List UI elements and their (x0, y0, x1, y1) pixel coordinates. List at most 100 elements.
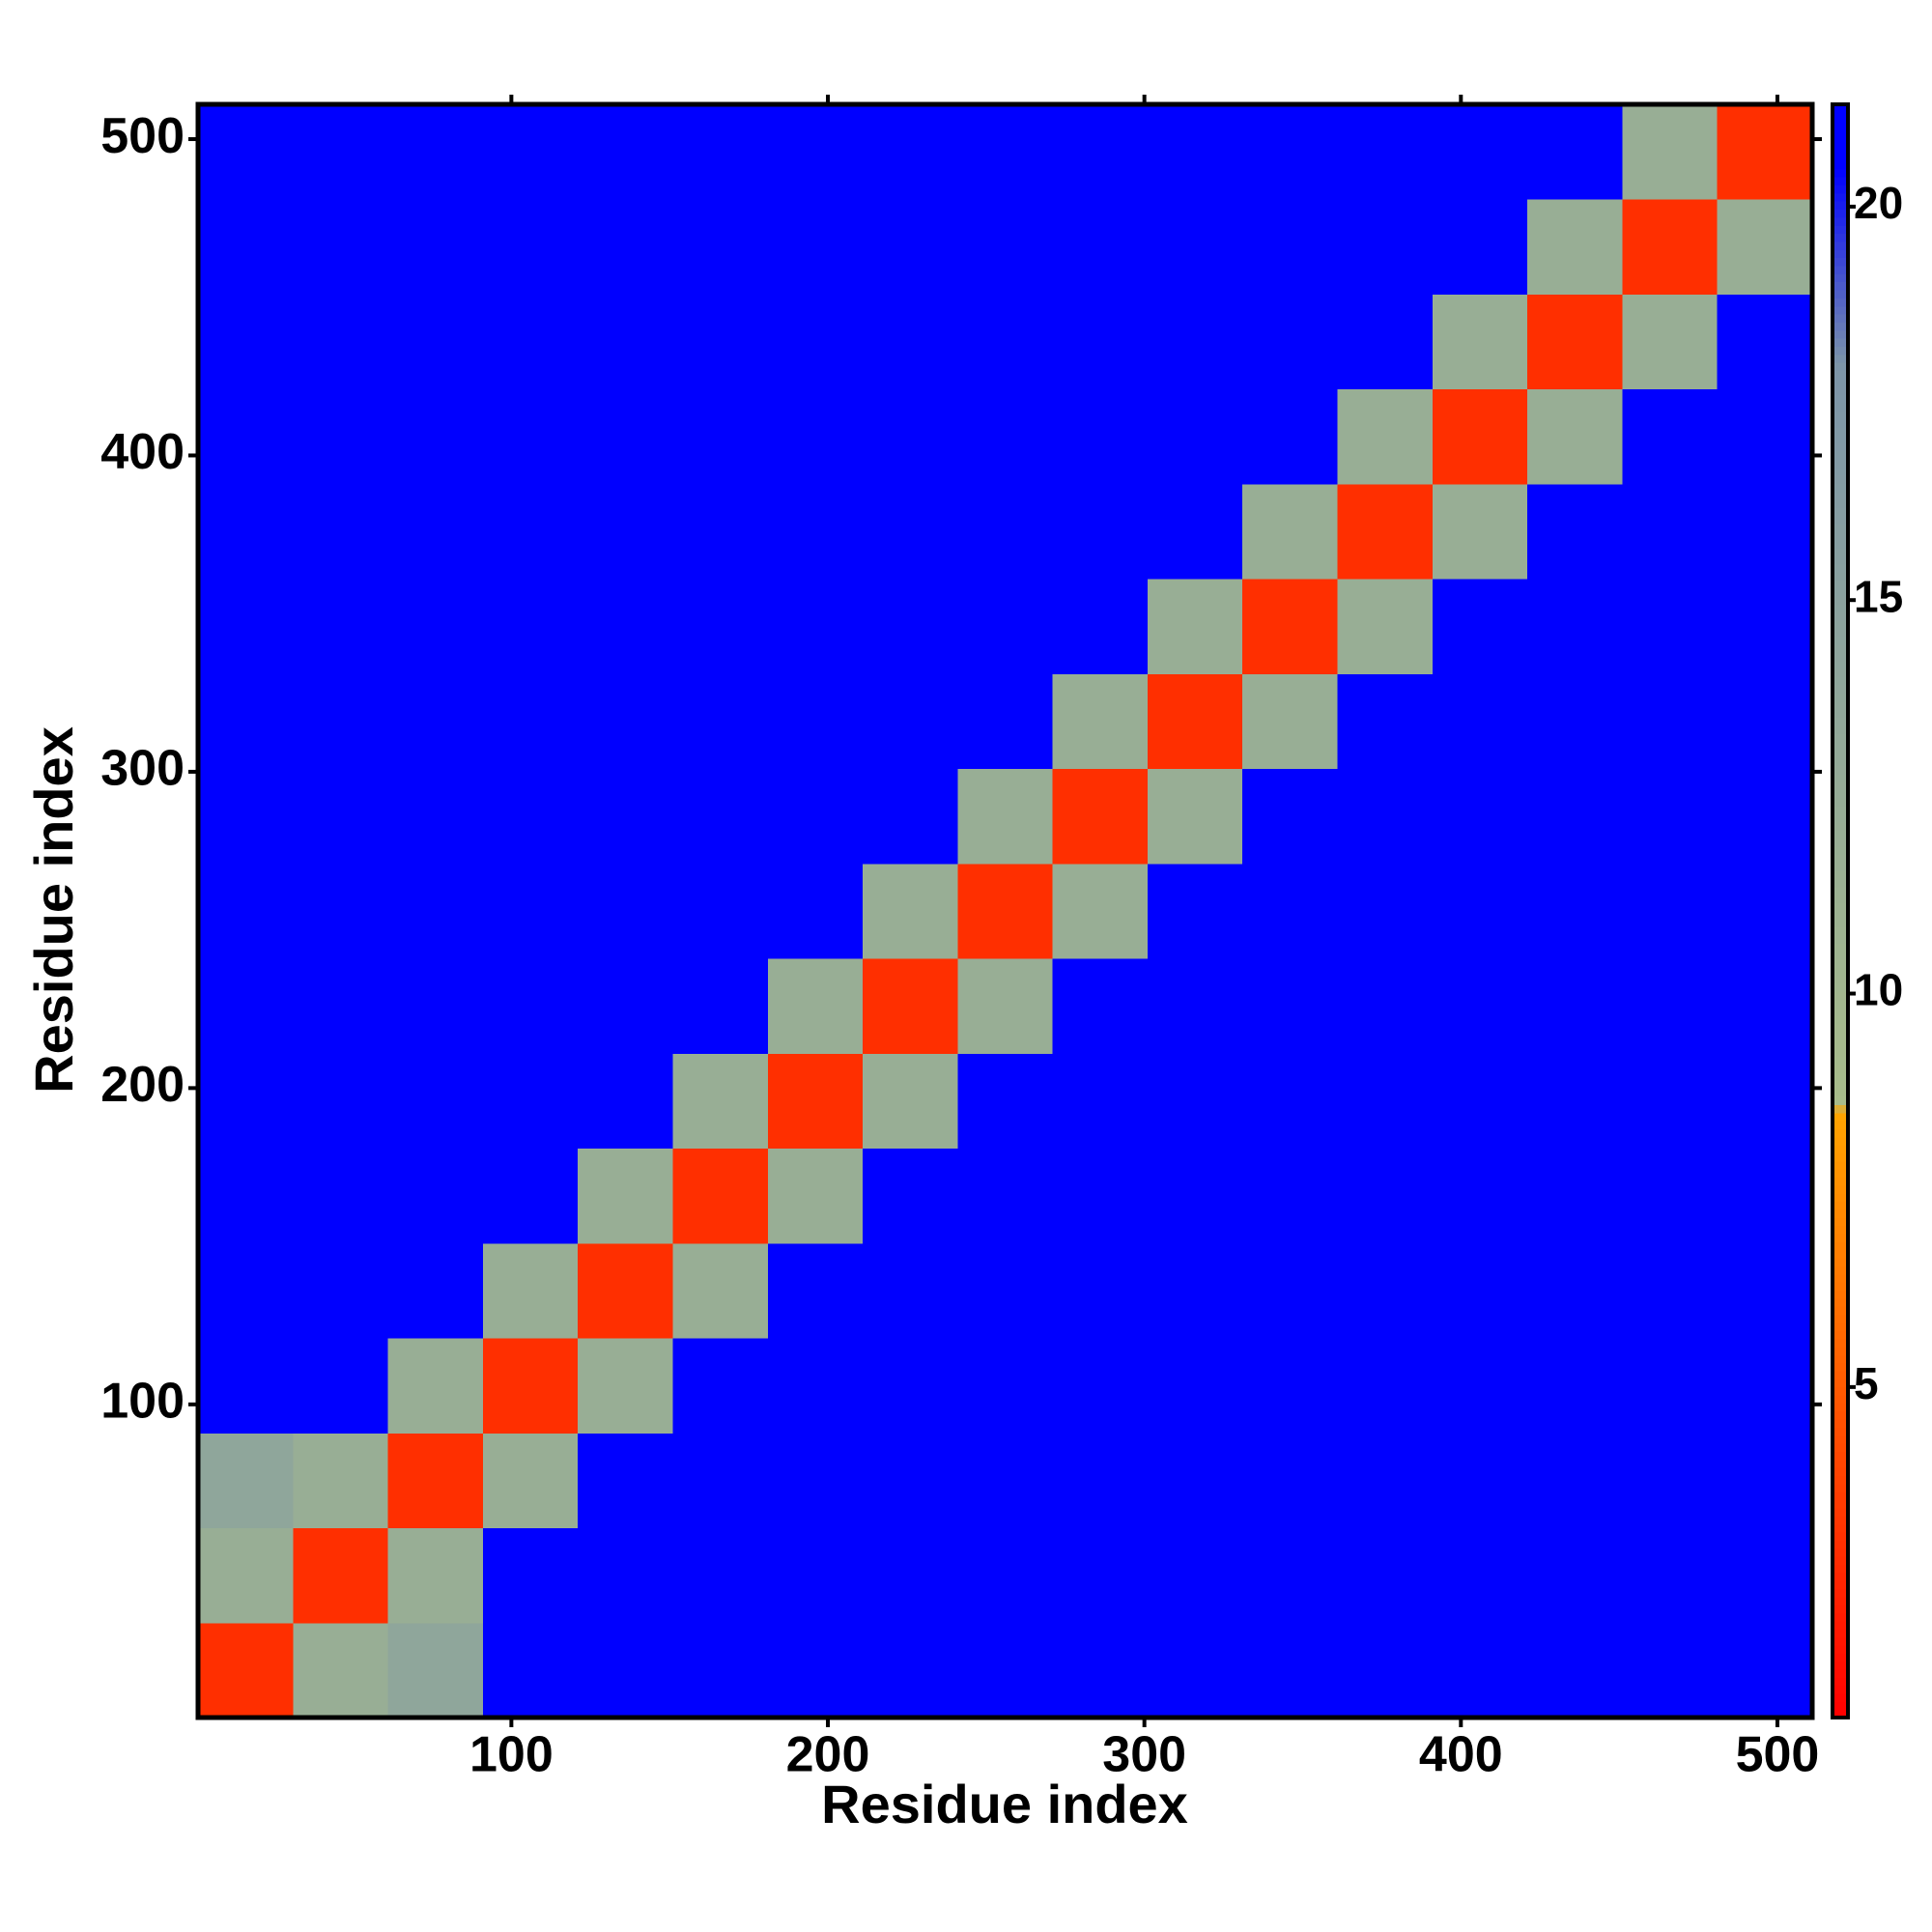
heatmap-cell (387, 863, 484, 959)
heatmap-cell (1052, 673, 1149, 770)
heatmap-cell (1717, 1433, 1813, 1529)
colorbar-strip (1833, 652, 1848, 662)
heatmap-cell (672, 1242, 769, 1339)
heatmap-cell (863, 1622, 958, 1719)
colorbar-strip (1833, 1644, 1848, 1654)
heatmap-cell (578, 863, 673, 959)
colorbar-strip (1833, 185, 1848, 194)
heatmap-cell (1242, 1433, 1339, 1529)
colorbar-strip (1833, 136, 1848, 146)
heatmap-cell (1432, 958, 1528, 1054)
colorbar-strip (1833, 314, 1848, 323)
y-tick-label: 100 (100, 1374, 185, 1430)
colorbar-strip (1833, 1386, 1848, 1396)
heatmap-cell (293, 1338, 389, 1434)
heatmap-cell (1622, 1242, 1719, 1339)
colorbar-strip (1833, 548, 1848, 557)
colorbar-strip (1833, 1410, 1848, 1420)
heatmap-cell (767, 1622, 864, 1719)
colorbar-strip (1833, 338, 1848, 347)
colorbar-strip (1833, 1709, 1848, 1719)
colorbar-strip (1833, 967, 1848, 977)
colorbar-strip (1833, 789, 1848, 799)
heatmap-cell (1527, 579, 1623, 674)
heatmap-cell (1717, 199, 1813, 295)
heatmap-cell (1527, 1338, 1623, 1434)
colorbar-strip (1833, 717, 1848, 726)
colorbar-strip (1833, 402, 1848, 412)
colorbar-strip (1833, 1507, 1848, 1517)
heatmap-cell (767, 673, 864, 770)
heatmap-cell (863, 294, 958, 390)
colorbar-strip (1833, 1265, 1848, 1275)
heatmap-cell (1242, 1242, 1339, 1339)
colorbar-strip (1833, 1685, 1848, 1694)
heatmap-cell (1147, 104, 1243, 200)
colorbar-strip (1833, 266, 1848, 274)
x-tick-label: 400 (1419, 1727, 1503, 1783)
x-tick-label: 200 (786, 1727, 870, 1783)
heatmap-cell (1147, 1148, 1243, 1244)
colorbar-strip (1833, 177, 1848, 185)
heatmap-cell (767, 1148, 864, 1244)
heatmap-cell (578, 1242, 673, 1339)
colorbar-strip (1833, 257, 1848, 267)
colorbar-strip (1833, 1435, 1848, 1444)
heatmap-cell (1052, 1433, 1149, 1529)
x-tick-label: 100 (469, 1727, 554, 1783)
colorbar-strip (1833, 1314, 1848, 1323)
heatmap-cell (1337, 199, 1434, 295)
heatmap-cell (1147, 388, 1243, 485)
heatmap-cell (1337, 294, 1434, 390)
colorbar-tick-label: 10 (1854, 965, 1903, 1015)
colorbar-strip (1833, 515, 1848, 525)
colorbar-strip (1833, 1580, 1848, 1589)
colorbar-strip (1833, 1653, 1848, 1662)
heatmap-cell (578, 1148, 673, 1244)
heatmap-cell (198, 1433, 294, 1529)
heatmap-cell (1052, 294, 1149, 390)
colorbar-strip (1833, 1612, 1848, 1622)
colorbar-strip (1833, 120, 1848, 129)
heatmap-cell (1052, 1338, 1149, 1434)
x-tick-label: 500 (1736, 1727, 1820, 1783)
colorbar-strip (1833, 1201, 1848, 1210)
heatmap-cell (1147, 673, 1243, 770)
colorbar-strip (1833, 870, 1848, 880)
heatmap-cell (482, 768, 579, 865)
colorbar-strip (1833, 1152, 1848, 1162)
colorbar-strip (1833, 572, 1848, 582)
colorbar-strip (1833, 1080, 1848, 1090)
heatmap-cell (387, 199, 484, 295)
colorbar-strip (1833, 813, 1848, 823)
colorbar-strip (1833, 911, 1848, 920)
heatmap-cell (957, 673, 1054, 770)
heatmap-cell (957, 1433, 1054, 1529)
heatmap-cell (198, 1242, 294, 1339)
heatmap-cell (1432, 1148, 1528, 1244)
heatmap-cell (1717, 1622, 1813, 1719)
colorbar-strip (1833, 1056, 1848, 1065)
heatmap-cell (767, 388, 864, 485)
colorbar-strip (1833, 862, 1848, 871)
colorbar-strip (1833, 1290, 1848, 1299)
heatmap-cell (1432, 673, 1528, 770)
heatmap-cell (1147, 768, 1243, 865)
heatmap-cell (482, 958, 579, 1054)
heatmap (198, 104, 1813, 1719)
heatmap-cell (1147, 483, 1243, 580)
colorbar-strip (1833, 685, 1848, 695)
heatmap-cell (1052, 1242, 1149, 1339)
colorbar-strip (1833, 1128, 1848, 1138)
heatmap-cell (1717, 1053, 1813, 1150)
colorbar-strip (1833, 1234, 1848, 1242)
heatmap-cell (1717, 104, 1813, 200)
heatmap-cell (1432, 863, 1528, 959)
heatmap-cell (1622, 388, 1719, 485)
heatmap-cell (672, 294, 769, 390)
heatmap-cell (1242, 1622, 1339, 1719)
heatmap-cell (1052, 1527, 1149, 1624)
colorbar-strip (1833, 1088, 1848, 1097)
colorbar-strip (1833, 1540, 1848, 1549)
colorbar-strip (1833, 1354, 1848, 1364)
